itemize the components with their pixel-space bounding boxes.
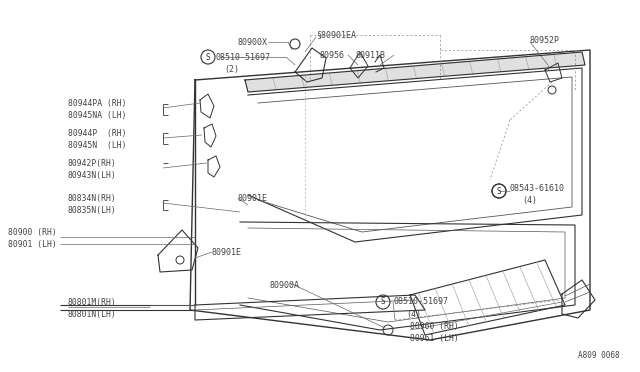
Text: 80801N(LH): 80801N(LH) (68, 310, 116, 318)
Text: 80911B: 80911B (355, 51, 385, 60)
Text: 80944P  (RH): 80944P (RH) (68, 128, 127, 138)
Text: (2): (2) (224, 64, 239, 74)
Text: 80960 (RH): 80960 (RH) (410, 321, 459, 330)
Text: 08543-61610: 08543-61610 (510, 183, 565, 192)
Text: S: S (381, 298, 385, 307)
Text: 80900X: 80900X (238, 38, 268, 46)
Text: 80901 (LH): 80901 (LH) (8, 240, 57, 248)
Text: 08510-51697: 08510-51697 (394, 298, 449, 307)
Text: 08510-51697: 08510-51697 (216, 52, 271, 61)
Text: S: S (497, 186, 501, 196)
Text: 80945NA (LH): 80945NA (LH) (68, 110, 127, 119)
Text: S: S (205, 52, 211, 61)
Polygon shape (245, 52, 585, 92)
Text: 80801M(RH): 80801M(RH) (68, 298, 116, 307)
Text: 80944PA (RH): 80944PA (RH) (68, 99, 127, 108)
Text: 80945N  (LH): 80945N (LH) (68, 141, 127, 150)
Text: 80952P: 80952P (530, 35, 560, 45)
Text: 80956: 80956 (320, 51, 345, 60)
Text: (4): (4) (406, 310, 421, 318)
Text: §80901EA: §80901EA (316, 31, 356, 39)
Text: 80901E: 80901E (238, 193, 268, 202)
Text: 80943N(LH): 80943N(LH) (68, 170, 116, 180)
Text: 80942P(RH): 80942P(RH) (68, 158, 116, 167)
Text: 80901E: 80901E (212, 247, 242, 257)
Text: A809 0068: A809 0068 (579, 352, 620, 360)
Text: 80961 (LH): 80961 (LH) (410, 334, 459, 343)
Text: 80900A: 80900A (270, 280, 300, 289)
Text: 80900 (RH): 80900 (RH) (8, 228, 57, 237)
Text: 80834N(RH): 80834N(RH) (68, 193, 116, 202)
Text: (4): (4) (522, 196, 537, 205)
Text: 80835N(LH): 80835N(LH) (68, 205, 116, 215)
